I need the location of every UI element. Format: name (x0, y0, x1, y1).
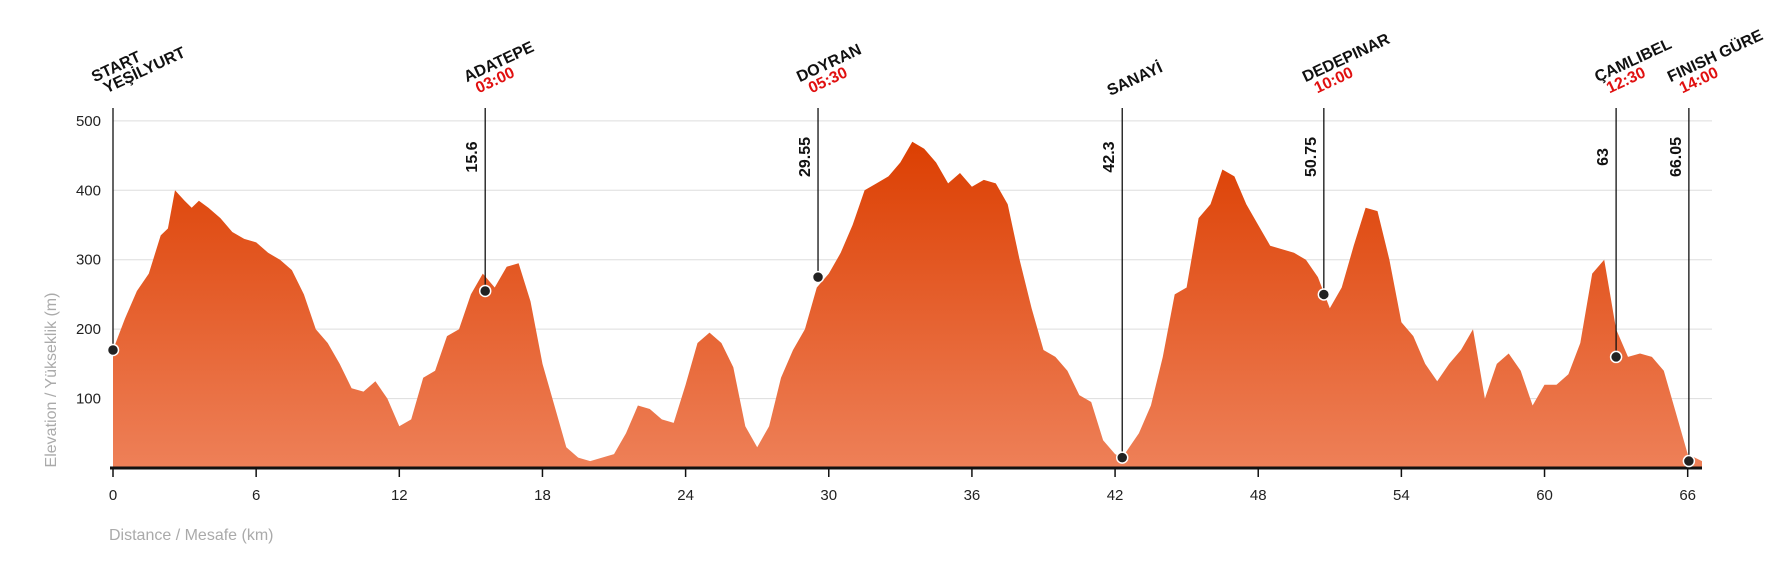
y-tick-label: 300 (76, 252, 101, 269)
station-marker (1317, 288, 1331, 301)
x-tick-label: 54 (1393, 487, 1410, 504)
x-tick-label: 24 (677, 487, 694, 504)
station-marker (811, 270, 825, 284)
station-marker (478, 284, 492, 298)
station-distance: 63 (1595, 148, 1612, 166)
x-tick-label: 12 (391, 487, 408, 504)
x-tick-label: 42 (1107, 487, 1124, 504)
x-tick-label: 48 (1250, 487, 1267, 504)
x-axis-title: Distance / Mesafe (km) (109, 527, 273, 544)
station-distance: 15.6 (464, 141, 481, 172)
station-marker (106, 343, 120, 357)
x-tick-label: 60 (1536, 487, 1553, 504)
station-marker (1682, 454, 1696, 468)
station-distance: 50.75 (1303, 137, 1320, 177)
x-tick-label: 0 (109, 487, 117, 504)
station-marker (1609, 350, 1623, 364)
station-name: SANAYİ (1104, 58, 1165, 99)
x-tick-label: 36 (964, 487, 981, 504)
y-axis-title: Elevation / Yükseklik (m) (43, 293, 60, 468)
y-tick-label: 400 (76, 182, 101, 199)
station-distance: 29.55 (797, 137, 814, 177)
y-tick-label: 500 (76, 113, 101, 130)
station-label: SANAYİ (1104, 58, 1165, 99)
station-distance: 66.05 (1668, 137, 1685, 177)
y-tick-label: 100 (76, 391, 101, 408)
x-tick-label: 6 (252, 487, 260, 504)
elevation-area (113, 141, 1702, 468)
x-tick-label: 66 (1679, 487, 1696, 504)
x-tick-label: 30 (820, 487, 837, 504)
y-tick-label: 200 (76, 321, 101, 338)
x-tick-label: 18 (534, 487, 551, 504)
station-marker (1115, 451, 1129, 464)
station-distance: 42.3 (1101, 141, 1118, 172)
